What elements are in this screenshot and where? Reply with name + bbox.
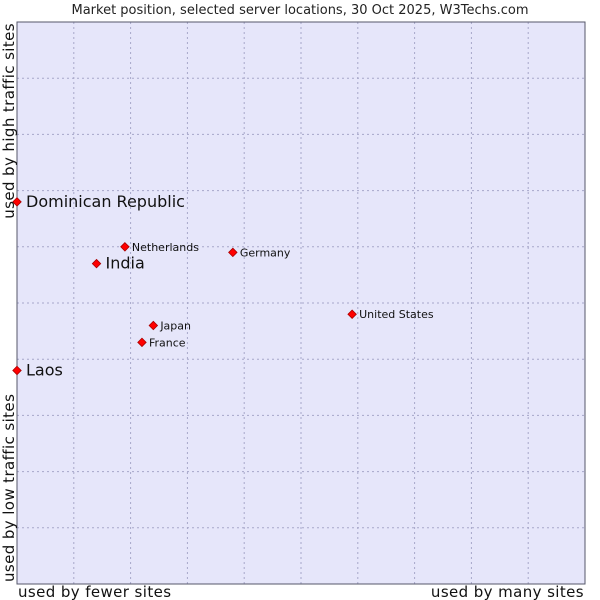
grid-lines [17, 22, 585, 584]
y-axis-top-label: used by high traffic sites [0, 23, 18, 219]
france-point [137, 337, 147, 348]
united-states-point [347, 309, 357, 320]
germany-label: Germany [240, 246, 291, 259]
india-label: India [106, 254, 145, 273]
france-label: France [149, 336, 186, 349]
dominican-republic-point [12, 197, 22, 207]
laos-label: Laos [26, 360, 63, 379]
plot-border [16, 21, 586, 585]
united-states-label: United States [359, 308, 434, 321]
laos-point [12, 365, 22, 376]
japan-point [148, 320, 159, 331]
india-point [91, 258, 102, 269]
dominican-republic-label: Dominican Republic [26, 192, 185, 211]
y-axis-bottom-label: used by low traffic sites [0, 394, 18, 582]
x-axis-right-label: used by many sites [431, 583, 584, 600]
germany-point [228, 247, 238, 258]
netherlands-label: Netherlands [132, 241, 199, 254]
japan-label: Japan [159, 319, 191, 332]
netherlands-point [120, 242, 130, 252]
chart-title: Market position, selected server locatio… [71, 3, 528, 18]
x-axis-left-label: used by fewer sites [18, 583, 171, 600]
